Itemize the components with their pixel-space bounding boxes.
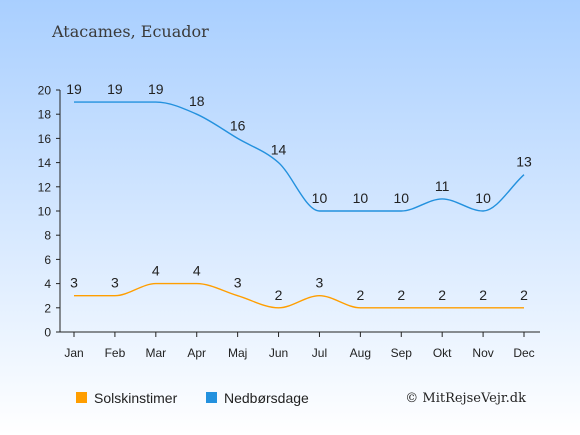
legend-swatch-rain [206, 392, 217, 403]
data-label-rain: 13 [516, 154, 532, 170]
data-label-rain: 11 [435, 178, 450, 194]
x-tick-label: Dec [513, 346, 534, 360]
credit-text: © MitRejseVejr.dk [405, 391, 526, 406]
data-label-rain: 10 [312, 190, 328, 206]
y-tick-label: 6 [44, 253, 51, 267]
chart-title: Atacames, Ecuador [51, 22, 209, 41]
data-label-rain: 18 [189, 93, 205, 109]
x-tick-label: Nov [472, 346, 493, 360]
y-tick-label: 18 [38, 108, 52, 122]
data-label-sun: 3 [316, 275, 324, 291]
series-line-sun [74, 282, 524, 309]
x-tick-label: Okt [433, 346, 452, 360]
x-tick-label: Maj [228, 346, 247, 360]
y-tick-label: 20 [38, 84, 52, 98]
series-lines [74, 101, 525, 309]
data-label-sun: 4 [193, 263, 201, 279]
legend-label-sun: Solskinstimer [94, 390, 178, 406]
y-tick-label: 14 [38, 156, 52, 170]
data-label-rain: 10 [393, 190, 409, 206]
data-label-rain: 16 [230, 117, 246, 133]
data-label-sun: 2 [438, 287, 446, 303]
data-label-rain: 19 [107, 81, 123, 97]
data-label-sun: 2 [275, 287, 283, 303]
x-tick-label: Mar [145, 346, 166, 360]
data-label-rain: 10 [475, 190, 491, 206]
x-tick-label: Sep [391, 346, 413, 360]
y-axis: 0 2 4 6 8 10 12 14 16 18 20 [38, 84, 61, 340]
data-label-sun: 3 [234, 275, 242, 291]
legend-label-rain: Nedbørsdage [224, 390, 309, 406]
x-tick-label: Jul [312, 346, 327, 360]
data-label-sun: 2 [397, 287, 405, 303]
data-label-sun: 3 [70, 275, 78, 291]
y-tick-label: 2 [44, 301, 51, 315]
y-tick-label: 16 [38, 132, 52, 146]
data-label-sun: 3 [111, 275, 119, 291]
x-tick-label: Apr [187, 346, 206, 360]
data-label-rain: 19 [148, 81, 164, 97]
data-label-sun: 4 [152, 263, 160, 279]
x-tick-label: Feb [105, 346, 126, 360]
x-tick-label: Jan [64, 346, 83, 360]
legend: Solskinstimer Nedbørsdage [76, 390, 309, 406]
data-label-sun: 2 [356, 287, 364, 303]
data-label-rain: 19 [66, 81, 82, 97]
legend-swatch-sun [76, 392, 87, 403]
data-label-rain: 10 [353, 190, 369, 206]
data-labels: 3 3 4 4 3 2 3 2 2 2 2 2 19 19 19 18 16 14 10 10 10 11 10 13 [66, 81, 532, 303]
y-tick-label: 10 [38, 205, 52, 219]
series-line-rain [74, 101, 525, 212]
y-tick-label: 8 [44, 229, 51, 243]
data-label-sun: 2 [520, 287, 528, 303]
data-label-sun: 2 [479, 287, 487, 303]
x-tick-label: Jun [269, 346, 288, 360]
y-tick-label: 12 [38, 180, 52, 194]
y-tick-label: 4 [44, 277, 51, 291]
x-axis: Jan Feb Mar Apr Maj Jun Jul Aug Sep Okt Nov Dec [60, 331, 540, 360]
y-tick-label: 0 [44, 326, 51, 340]
x-tick-label: Aug [350, 346, 371, 360]
data-label-rain: 14 [271, 142, 287, 158]
